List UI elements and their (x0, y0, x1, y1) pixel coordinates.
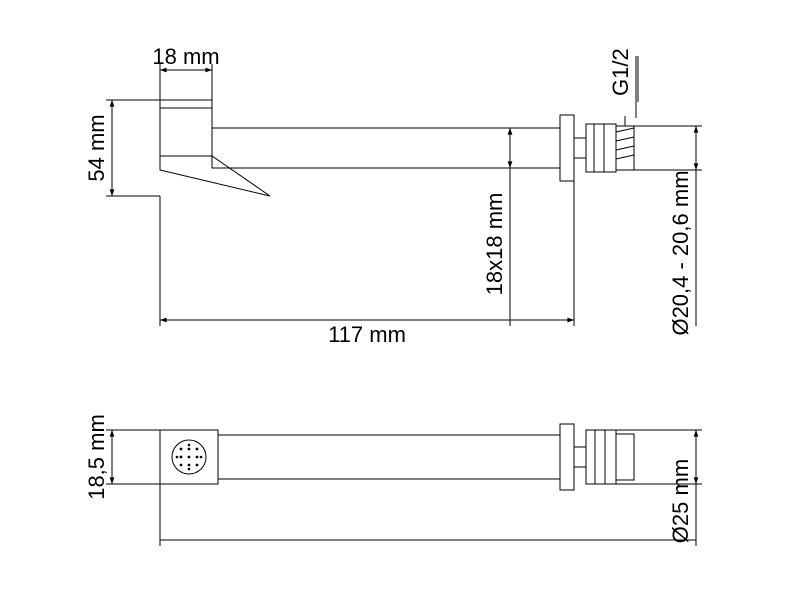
svg-text:Ø20,4 - 20,6 mm: Ø20,4 - 20,6 mm (668, 170, 693, 335)
svg-text:G1/2: G1/2 (608, 48, 633, 96)
svg-text:18x18 mm: 18x18 mm (482, 193, 507, 296)
svg-text:Ø25 mm: Ø25 mm (668, 459, 693, 543)
svg-text:117 mm: 117 mm (328, 322, 406, 347)
svg-text:54 mm: 54 mm (84, 114, 109, 181)
svg-text:18 mm: 18 mm (152, 44, 219, 69)
svg-text:18,5 mm: 18,5 mm (84, 414, 109, 500)
